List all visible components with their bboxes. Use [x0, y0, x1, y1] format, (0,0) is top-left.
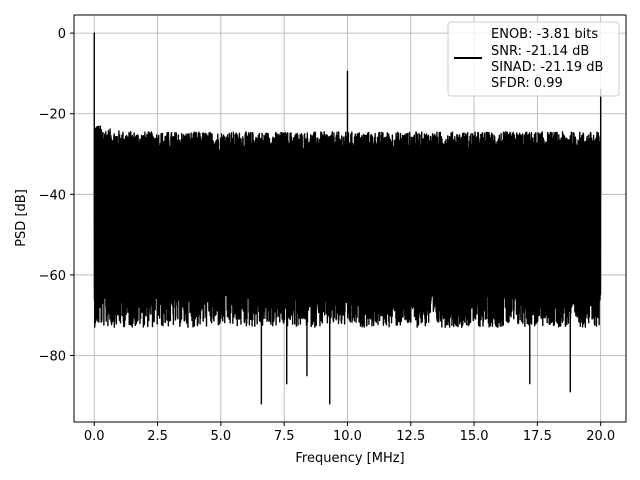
- legend-snr: SNR: -21.14 dB: [491, 44, 589, 59]
- x-tick-label: 15.0: [460, 429, 489, 444]
- x-tick-label: 20.0: [586, 429, 615, 444]
- x-tick-label: 0.0: [84, 429, 105, 444]
- legend: ENOB: -3.81 bits SNR: -21.14 dB SINAD: -…: [447, 21, 620, 97]
- plot-frame: [73, 14, 627, 423]
- axis-ticks: 0.0 2.5 5.0 7.5 10.0 12.5 15.0 17.5 20.0 0 −20 −40 −…: [39, 27, 616, 444]
- y-axis-label: PSD [dB]: [14, 189, 29, 247]
- x-tick-label: 5.0: [211, 429, 232, 444]
- y-tick-label: 0: [58, 27, 66, 42]
- x-tick-label: 10.0: [333, 429, 362, 444]
- x-tick-label: 2.5: [147, 429, 168, 444]
- y-tick-label: −60: [39, 269, 66, 284]
- x-tick-label: 12.5: [396, 429, 425, 444]
- psd-trace: [93, 32, 602, 405]
- legend-sfdr: SFDR: 0.99: [491, 76, 563, 91]
- x-tick-label: 17.5: [523, 429, 552, 444]
- legend-box: [447, 21, 620, 97]
- x-tick-label: 7.5: [274, 429, 295, 444]
- y-tick-label: −20: [39, 108, 66, 123]
- psd-series: [93, 32, 602, 405]
- legend-sinad: SINAD: -21.19 dB: [491, 60, 603, 75]
- legend-enob: ENOB: -3.81 bits: [491, 27, 598, 42]
- y-tick-label: −80: [39, 350, 66, 365]
- x-axis-label: Frequency [MHz]: [295, 451, 404, 466]
- y-tick-label: −40: [39, 188, 66, 203]
